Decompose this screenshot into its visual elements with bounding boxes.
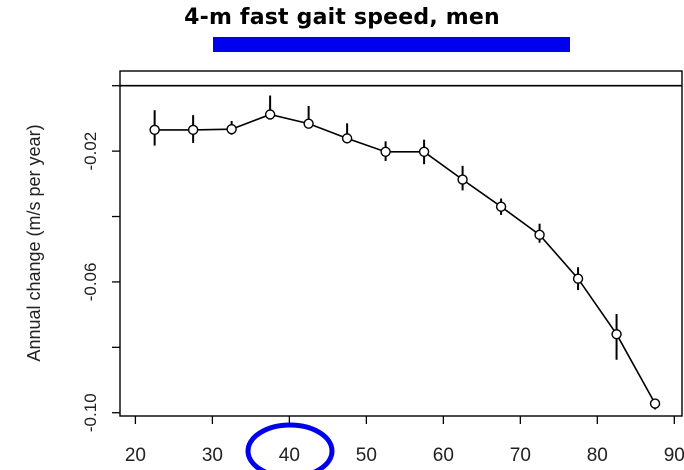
title-underline [213, 37, 570, 52]
data-point [572, 273, 584, 284]
x-tick-label: 50 [356, 445, 377, 466]
x-tick-label: 40 [279, 445, 300, 466]
plot-frame [119, 70, 683, 417]
x-tick-label: 80 [587, 445, 608, 466]
data-point [264, 109, 276, 120]
data-point [457, 174, 468, 185]
data-point [495, 201, 507, 212]
x-tick-label: 20 [125, 445, 146, 466]
y-axis-label: Annual change (m/s per year) [24, 124, 44, 361]
data-point [187, 124, 199, 136]
y-tick-label: -0.06 [81, 263, 100, 302]
x-tick-label: 60 [433, 445, 454, 466]
data-point [341, 133, 353, 144]
data-point [649, 398, 661, 409]
x-tick-label: 90 [664, 445, 684, 466]
series-line [154, 113, 656, 404]
chart-title: 4-m fast gait speed, men [184, 5, 500, 30]
data-point [418, 146, 430, 157]
y-tick-label: -0.02 [81, 132, 100, 171]
data-point [226, 124, 237, 135]
x-tick-label: 70 [510, 445, 531, 466]
chart-axes: 20 30 40 50 60 70 80 90 -0.02 -0.06 -0.10 Annual ch… [24, 70, 684, 466]
data-point [149, 124, 160, 136]
data-point [380, 146, 391, 157]
y-tick-label: -0.10 [81, 393, 100, 432]
chart-plot-area [149, 95, 661, 410]
data-point [534, 229, 545, 241]
data-point [303, 118, 314, 129]
x-tick-label: 30 [202, 445, 223, 466]
x-tick-40-circle-annotation [245, 422, 335, 470]
data-point [611, 329, 622, 340]
